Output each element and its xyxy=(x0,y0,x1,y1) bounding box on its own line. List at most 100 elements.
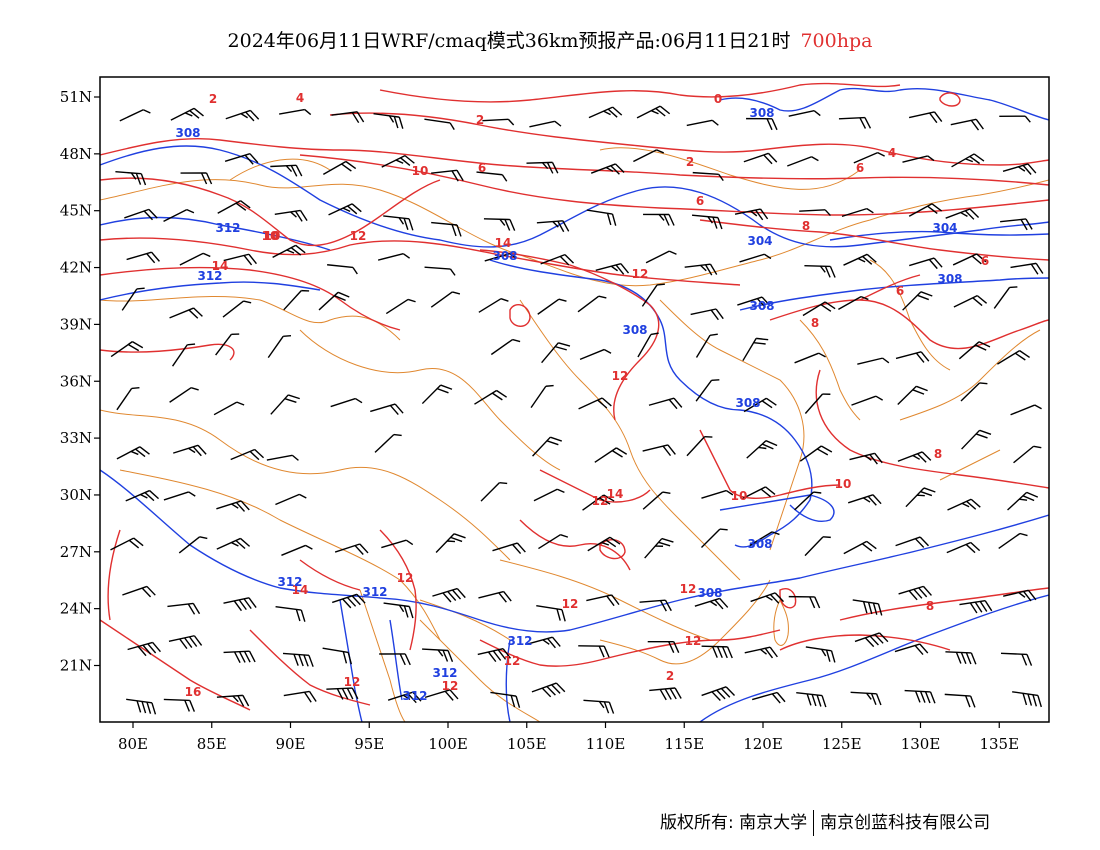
wind-barb xyxy=(370,403,404,416)
wind-barb xyxy=(898,585,932,601)
wind-barb xyxy=(531,682,566,698)
height-contour-label: 308 xyxy=(937,272,962,286)
wind-barb xyxy=(588,106,623,119)
wind-barb xyxy=(223,253,257,266)
boundary-central xyxy=(519,299,741,581)
wind-barb xyxy=(1000,218,1033,231)
wind-barb xyxy=(541,342,571,364)
wind-barb xyxy=(480,482,508,502)
temperature-contour-label: 10 xyxy=(835,477,852,491)
wind-barb xyxy=(637,332,659,358)
wind-barb xyxy=(379,653,411,666)
wind-barb xyxy=(647,640,680,653)
wind-barb xyxy=(492,542,526,555)
wind-barb xyxy=(217,200,251,214)
boundary-coast-south xyxy=(599,579,771,665)
temperature-contour-label: 8 xyxy=(811,316,819,330)
wind-barb xyxy=(122,585,156,598)
wind-barb xyxy=(959,599,993,614)
wind-barb xyxy=(431,221,462,237)
wind-barb xyxy=(331,111,365,124)
wind-barb xyxy=(953,295,988,308)
temp-contour-12 xyxy=(100,237,741,286)
wind-barb xyxy=(430,291,461,308)
temperature-contour-label: 12 xyxy=(397,571,414,585)
wind-barb xyxy=(1010,404,1042,416)
wind-barb xyxy=(909,257,943,270)
x-tick-label: 95E xyxy=(354,735,384,753)
wind-barb xyxy=(788,110,821,117)
wind-barb xyxy=(490,691,521,708)
boundary-north xyxy=(100,179,1049,287)
wind-barb xyxy=(579,348,612,360)
wind-barb xyxy=(477,647,511,663)
wind-barb xyxy=(381,154,415,168)
height-contour-label: 304 xyxy=(747,234,772,248)
temperature-contour-label: 12 xyxy=(612,369,629,383)
wind-barb xyxy=(424,689,459,701)
wind-barb xyxy=(692,171,724,182)
temperature-contour-label: 12 xyxy=(632,267,649,281)
height-contour-312-low xyxy=(339,599,511,722)
wind-barb xyxy=(272,244,306,259)
y-tick-label: 36N xyxy=(60,372,92,390)
temp-contour-closed-1 xyxy=(509,304,531,327)
wind-barb xyxy=(167,602,201,615)
wind-barb xyxy=(318,291,350,311)
temperature-contour-label: 2 xyxy=(476,113,484,127)
wind-barb xyxy=(387,691,422,704)
wind-barb xyxy=(537,298,567,315)
wind-barb xyxy=(279,108,312,116)
wind-barb xyxy=(530,384,554,409)
temp-contour-10 xyxy=(100,177,441,247)
wind-barb xyxy=(804,536,831,557)
wind-barb xyxy=(739,253,772,263)
y-tick-label: 33N xyxy=(60,429,92,447)
wind-barb xyxy=(961,429,992,450)
temp-contour-12-se xyxy=(479,629,781,667)
wind-barb xyxy=(121,287,145,311)
y-tick-label: 21N xyxy=(60,657,92,675)
wind-barb xyxy=(421,384,453,405)
wind-barb xyxy=(952,253,987,266)
wind-barb xyxy=(283,690,317,703)
wind-barb xyxy=(533,488,565,502)
wind-barb xyxy=(742,486,776,500)
wind-barb xyxy=(334,543,369,555)
wind-barb xyxy=(536,220,570,233)
wind-barb xyxy=(422,648,454,663)
temperature-contour-label: 6 xyxy=(896,284,904,298)
wind-barb xyxy=(804,264,836,278)
wind-barb xyxy=(744,646,778,659)
wind-barb xyxy=(946,541,981,554)
wind-barb xyxy=(178,536,208,554)
wind-barb xyxy=(695,333,718,358)
wind-barb xyxy=(377,252,411,261)
height-contour-label: 308 xyxy=(622,323,647,337)
wind-barb xyxy=(904,689,936,704)
height-contour-308-east xyxy=(739,277,1049,311)
wind-barb xyxy=(945,208,980,220)
wind-barb xyxy=(1003,589,1037,602)
wind-barb xyxy=(749,531,780,546)
temp-contour-closed-2 xyxy=(939,92,961,107)
wind-barb xyxy=(902,155,935,163)
map-title-main: 2024年06月11日WRF/cmaq模式36km预报产品:06月11日21时 xyxy=(227,30,791,52)
temperature-contour-label: 6 xyxy=(696,194,704,208)
wind-barb xyxy=(110,537,144,551)
wind-barb xyxy=(115,171,147,186)
wind-barb xyxy=(700,528,728,548)
boundary-mongolia xyxy=(229,147,861,190)
wind-barb xyxy=(947,498,981,511)
height-contour-308-north xyxy=(100,145,1049,248)
height-contour-304 xyxy=(829,230,1049,241)
wind-barb xyxy=(281,544,313,556)
temperature-contour-label: 6 xyxy=(856,161,864,175)
wind-barb xyxy=(283,289,310,311)
wind-barb xyxy=(958,341,991,360)
height-contour-308-se xyxy=(719,494,835,522)
wind-barb xyxy=(274,209,308,222)
x-tick-label: 135E xyxy=(979,735,1019,753)
x-tick-label: 130E xyxy=(901,735,941,753)
temperature-contour-label: 12 xyxy=(685,634,702,648)
